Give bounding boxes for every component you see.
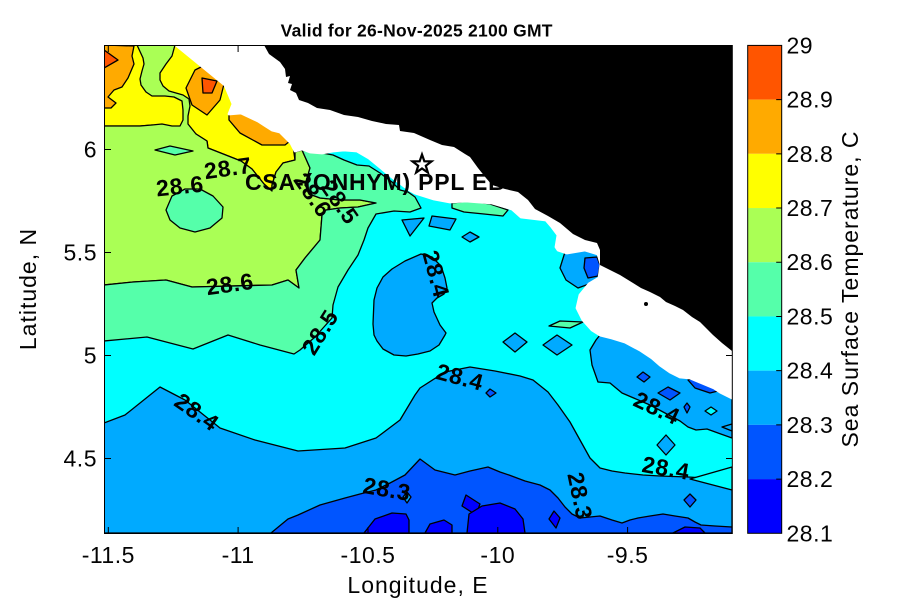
svg-text:-10.5: -10.5 bbox=[341, 542, 396, 568]
svg-text:5.5: 5.5 bbox=[64, 240, 97, 266]
svg-text:4.5: 4.5 bbox=[64, 446, 97, 472]
svg-text:28.3: 28.3 bbox=[787, 412, 834, 438]
svg-text:Latitude, N: Latitude, N bbox=[15, 228, 41, 350]
svg-text:5: 5 bbox=[84, 343, 97, 369]
svg-text:28.4: 28.4 bbox=[787, 358, 834, 384]
svg-text:28.1: 28.1 bbox=[787, 520, 834, 546]
svg-text:Valid for 26-Nov-2025 2100 GMT: Valid for 26-Nov-2025 2100 GMT bbox=[281, 21, 553, 41]
svg-text:28.5: 28.5 bbox=[787, 303, 834, 329]
svg-text:-11.5: -11.5 bbox=[82, 542, 135, 568]
svg-text:28.2: 28.2 bbox=[787, 466, 834, 492]
svg-text:28.6: 28.6 bbox=[787, 249, 834, 275]
svg-text:Longitude, E: Longitude, E bbox=[347, 572, 488, 598]
svg-text:28.6: 28.6 bbox=[155, 171, 205, 202]
svg-text:6: 6 bbox=[84, 137, 97, 163]
svg-text:28.8: 28.8 bbox=[787, 141, 834, 167]
svg-text:28.9: 28.9 bbox=[787, 87, 834, 113]
svg-text:CSA-(ONHYM) PPL EBOURI: CSA-(ONHYM) PPL EBOURI bbox=[245, 169, 566, 195]
svg-text:28.7: 28.7 bbox=[787, 195, 834, 221]
svg-text:Sea Surface Temperature, C: Sea Surface Temperature, C bbox=[837, 130, 863, 447]
svg-text:-9.5: -9.5 bbox=[607, 542, 649, 568]
svg-text:29: 29 bbox=[787, 32, 814, 58]
svg-text:-10: -10 bbox=[480, 542, 515, 568]
svg-text:-11: -11 bbox=[222, 542, 255, 568]
